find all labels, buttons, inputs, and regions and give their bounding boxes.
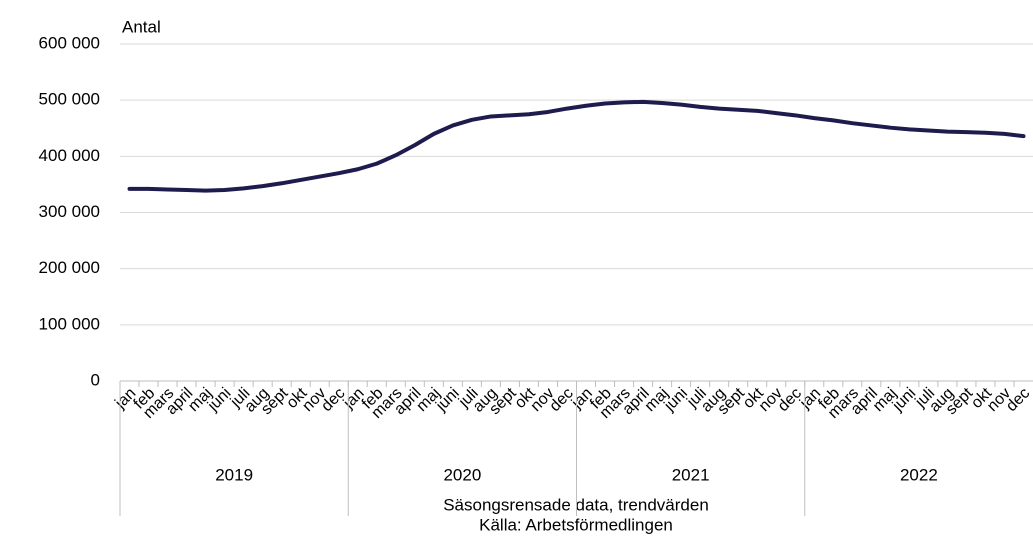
y-tick-label: 400 000 — [39, 146, 100, 165]
y-tick-label: 200 000 — [39, 258, 100, 277]
y-tick-label: 300 000 — [39, 202, 100, 221]
x-tick-label: dec — [1003, 385, 1033, 415]
note: Källa: Arbetsförmedlingen — [479, 515, 673, 534]
group-label: 2022 — [900, 465, 938, 484]
line — [127, 99, 1026, 193]
y-tick-label: 100 000 — [39, 314, 100, 333]
group-label: 2020 — [443, 465, 481, 484]
y-tick-label: 0 — [91, 370, 100, 389]
y-axis-label: Antal — [122, 17, 161, 36]
y-tick-label: 500 000 — [39, 90, 100, 109]
group-label: 2021 — [672, 465, 710, 484]
group-label: 2019 — [215, 465, 253, 484]
y-tick-label: 600 000 — [39, 33, 100, 52]
